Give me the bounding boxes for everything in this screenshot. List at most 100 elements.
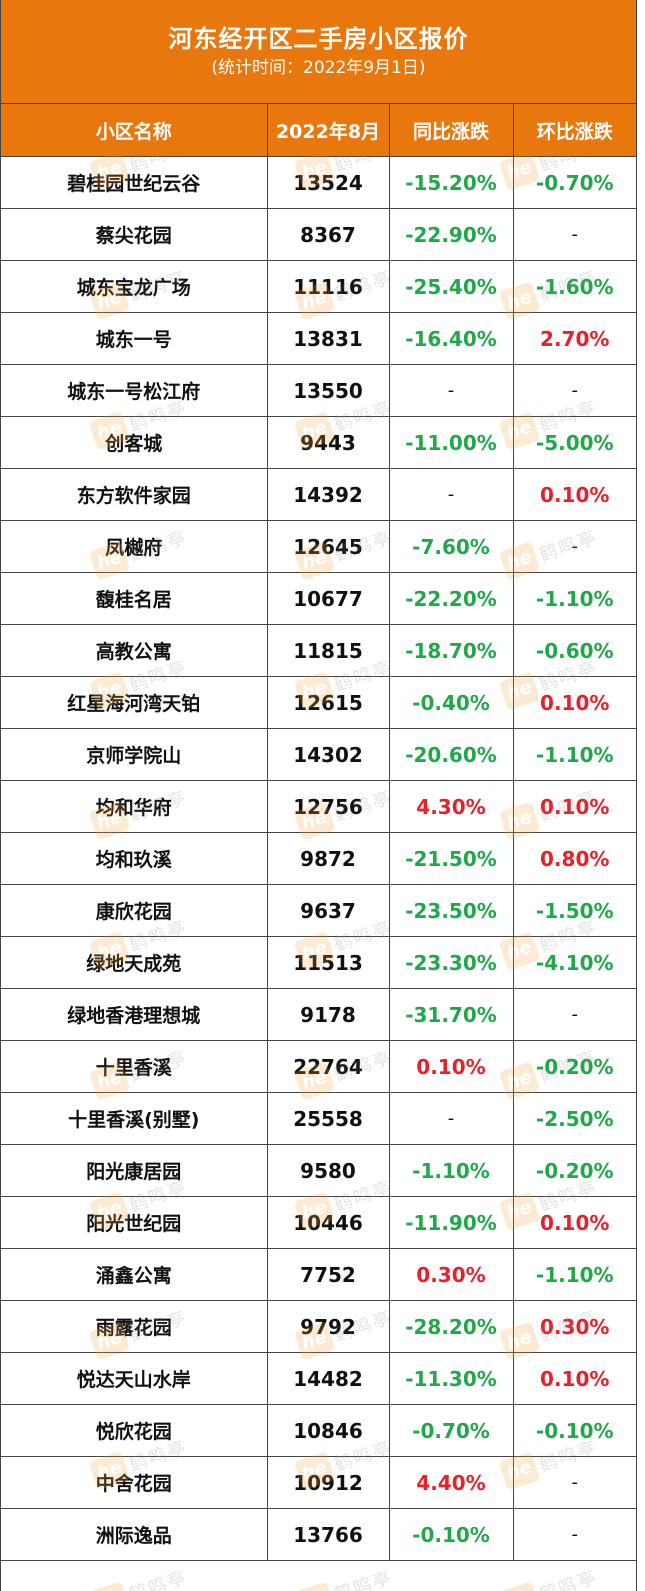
community-name-cell: 红星海河湾天铂: [1, 676, 268, 729]
yoy-change-cell: -11.00%: [389, 416, 514, 469]
price-cell: 14392: [267, 468, 390, 521]
community-name-cell: 蔡尖花园: [1, 208, 268, 261]
price-cell: 7752: [267, 1248, 390, 1301]
community-name-cell: 均和玖溪: [1, 832, 268, 885]
price-cell: 10677: [267, 572, 390, 625]
table-row: 绿地香港理想城 9178 -31.70% -: [1, 988, 636, 1041]
yoy-change-cell: -1.10%: [389, 1144, 514, 1197]
price-cell: 11513: [267, 936, 390, 989]
yoy-change-cell: -11.90%: [389, 1196, 514, 1249]
yoy-change-cell: 0.30%: [389, 1248, 514, 1301]
price-cell: 9178: [267, 988, 390, 1041]
price-cell: 13550: [267, 364, 390, 417]
yoy-change-cell: -20.60%: [389, 728, 514, 781]
price-cell: 12615: [267, 676, 390, 729]
community-name-cell: 悦达天山水岸: [1, 1352, 268, 1405]
yoy-change-cell: -7.60%: [389, 520, 514, 573]
price-cell: 11116: [267, 260, 390, 313]
mom-change-cell: -0.70%: [513, 156, 636, 209]
yoy-change-cell: 4.40%: [389, 1456, 514, 1509]
table-row: 阳光康居园 9580 -1.10% -0.20%: [1, 1144, 636, 1197]
price-cell: 12645: [267, 520, 390, 573]
community-name-cell: 馥桂名居: [1, 572, 268, 625]
community-name-cell: 阳光世纪园: [1, 1196, 268, 1249]
mom-change-cell: -: [513, 208, 636, 261]
yoy-change-cell: -18.70%: [389, 624, 514, 677]
price-cell: 9792: [267, 1300, 390, 1353]
yoy-change-cell: -23.50%: [389, 884, 514, 937]
community-name-cell: 十里香溪(别墅): [1, 1092, 268, 1145]
community-name-cell: 绿地香港理想城: [1, 988, 268, 1041]
price-table: 小区名称 2022年8月 同比涨跌 环比涨跌 碧桂园世纪云谷 13524 -15.2…: [1, 104, 636, 1561]
table-row: 城东一号松江府 13550- -: [1, 364, 636, 417]
yoy-change-cell: -: [389, 1092, 514, 1145]
price-cell: 14302: [267, 728, 390, 781]
yoy-change-cell: -0.40%: [389, 676, 514, 729]
community-name-cell: 碧桂园世纪云谷: [1, 156, 268, 209]
community-name-cell: 中舍花园: [1, 1456, 268, 1509]
mom-change-cell: -2.50%: [513, 1092, 636, 1145]
table-row: 康欣花园 9637 -23.50% -1.50%: [1, 884, 636, 937]
mom-change-cell: -0.60%: [513, 624, 636, 677]
community-name-cell: 康欣花园: [1, 884, 268, 937]
table-row: 十里香溪 22764 0.10% -0.20%: [1, 1040, 636, 1093]
table-row: 悦达天山水岸 14482 -11.30% 0.10%: [1, 1352, 636, 1405]
mom-change-cell: -: [513, 1456, 636, 1509]
table-row: 洲际逸品 13766 -0.10% -: [1, 1508, 636, 1561]
mom-change-cell: -5.00%: [513, 416, 636, 469]
mom-change-cell: -0.20%: [513, 1040, 636, 1093]
community-name-cell: 京师学院山: [1, 728, 268, 781]
mom-change-cell: 2.70%: [513, 312, 636, 365]
price-cell: 13831: [267, 312, 390, 365]
price-cell: 10912: [267, 1456, 390, 1509]
table-row: 东方软件家园 14392-0.10%: [1, 468, 636, 521]
title-banner: 河东经开区二手房小区报价 (统计时间：2022年9月1日): [1, 0, 636, 104]
mom-change-cell: -1.10%: [513, 728, 636, 781]
table-row: 雨露花园 9792 -28.20% 0.30%: [1, 1300, 636, 1353]
price-cell: 12756: [267, 780, 390, 833]
community-name-cell: 悦欣花园: [1, 1404, 268, 1457]
mom-change-cell: -: [513, 1508, 636, 1561]
watermark-text: 鹤鸣亭: [126, 1567, 191, 1591]
community-name-cell: 城东宝龙广场: [1, 260, 268, 313]
mom-change-cell: -: [513, 520, 636, 573]
mom-change-cell: -: [513, 988, 636, 1041]
price-cell: 25558: [267, 1092, 390, 1145]
watermark-logo-icon: he: [88, 1581, 131, 1591]
mom-change-cell: -0.10%: [513, 1404, 636, 1457]
table-row: 均和玖溪 9872 -21.50% 0.80%: [1, 832, 636, 885]
yoy-change-cell: -22.20%: [389, 572, 514, 625]
header-mom: 环比涨跌: [513, 104, 636, 157]
page-subtitle: (统计时间：2022年9月1日): [211, 58, 426, 78]
community-name-cell: 均和华府: [1, 780, 268, 833]
community-name-cell: 洲际逸品: [1, 1508, 268, 1561]
mom-change-cell: -: [513, 364, 636, 417]
watermark-logo-icon: he: [498, 1581, 541, 1591]
table-row: 红星海河湾天铂 12615 -0.40% 0.10%: [1, 676, 636, 729]
table-row: 均和华府 12756 4.30% 0.10%: [1, 780, 636, 833]
mom-change-cell: 0.30%: [513, 1300, 636, 1353]
table-row: 高教公寓 11815 -18.70% -0.60%: [1, 624, 636, 677]
table-body: 碧桂园世纪云谷 13524 -15.20% -0.70% 蔡尖花园 8367 -22.90%…: [1, 156, 636, 1561]
community-name-cell: 东方软件家园: [1, 468, 268, 521]
header-yoy: 同比涨跌: [389, 104, 514, 157]
community-name-cell: 雨露花园: [1, 1300, 268, 1353]
mom-change-cell: 0.10%: [513, 676, 636, 729]
mom-change-cell: -4.10%: [513, 936, 636, 989]
community-name-cell: 凤樾府: [1, 520, 268, 573]
table-header-row: 小区名称 2022年8月 同比涨跌 环比涨跌: [1, 104, 636, 157]
yoy-change-cell: -25.40%: [389, 260, 514, 313]
price-cell: 8367: [267, 208, 390, 261]
mom-change-cell: -0.20%: [513, 1144, 636, 1197]
table-row: 阳光世纪园 10446 -11.90% 0.10%: [1, 1196, 636, 1249]
table-row: 碧桂园世纪云谷 13524 -15.20% -0.70%: [1, 156, 636, 209]
yoy-change-cell: 0.10%: [389, 1040, 514, 1093]
table-row: 京师学院山 14302 -20.60% -1.10%: [1, 728, 636, 781]
yoy-change-cell: -31.70%: [389, 988, 514, 1041]
community-name-cell: 十里香溪: [1, 1040, 268, 1093]
mom-change-cell: -1.10%: [513, 572, 636, 625]
yoy-change-cell: -23.30%: [389, 936, 514, 989]
mom-change-cell: 0.10%: [513, 780, 636, 833]
mom-change-cell: 0.10%: [513, 1352, 636, 1405]
table-row: 蔡尖花园 8367 -22.90% -: [1, 208, 636, 261]
